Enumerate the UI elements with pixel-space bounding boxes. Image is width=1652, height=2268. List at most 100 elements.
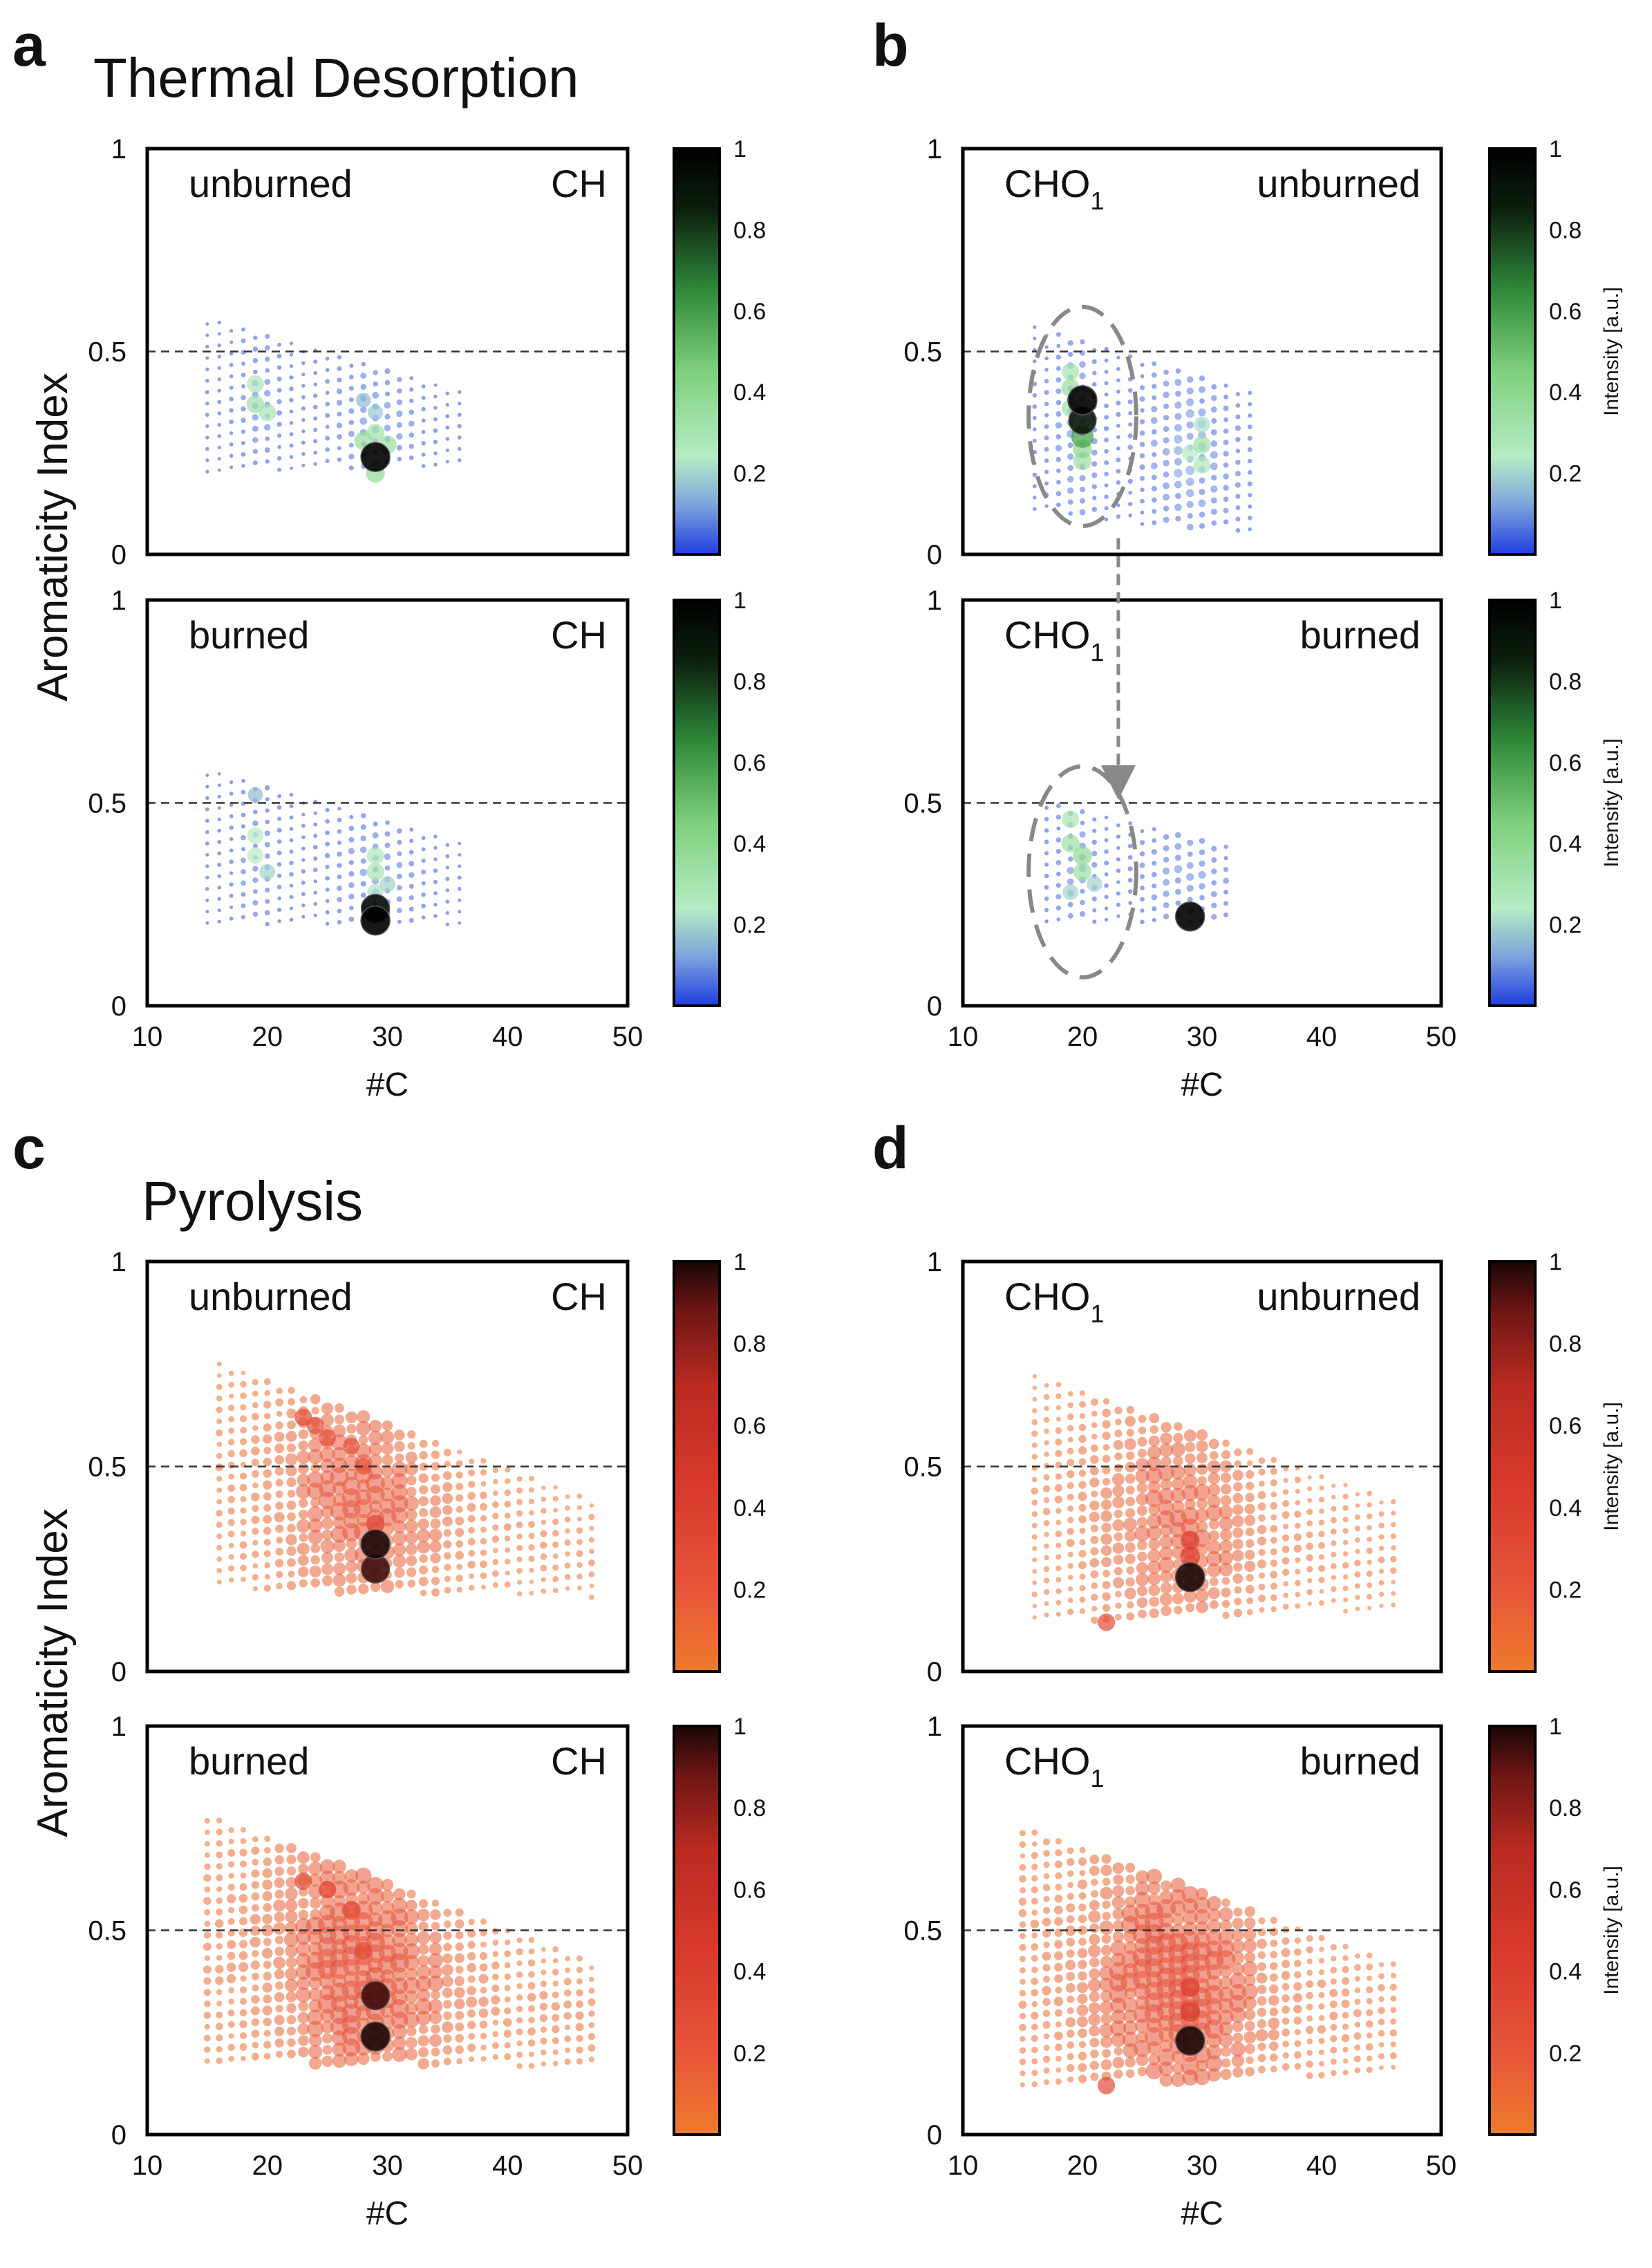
- panel-letter-c: c: [12, 1115, 46, 1181]
- data-point: [1269, 1984, 1279, 1994]
- data-point: [1031, 1977, 1039, 1985]
- data-point: [1078, 1857, 1087, 1866]
- data-point: [310, 1555, 320, 1565]
- data-point: [1306, 2038, 1313, 2045]
- data-point: [1067, 1882, 1074, 1889]
- data-point: [528, 1521, 535, 1528]
- data-point: [1229, 1994, 1247, 2013]
- data-point: [1031, 1909, 1038, 1916]
- data-point: [407, 1442, 415, 1450]
- data-point: [205, 356, 209, 360]
- data-point: [1152, 384, 1157, 389]
- data-point: [1219, 1562, 1233, 1577]
- data-point: [252, 1528, 259, 1535]
- data-point: [1159, 1443, 1173, 1457]
- data-point: [344, 1869, 359, 1883]
- hotspot-point: [342, 1901, 360, 1919]
- data-point: [1053, 1996, 1064, 2007]
- data-point: [1067, 912, 1073, 919]
- data-point: [1091, 1616, 1098, 1624]
- data-point: [404, 1531, 418, 1544]
- data-point: [336, 388, 343, 395]
- x-tick-label: 10: [948, 1022, 979, 1052]
- data-point: [1092, 382, 1097, 387]
- data-point: [1198, 499, 1206, 507]
- data-point: [1342, 1505, 1349, 1511]
- data-point: [227, 1484, 236, 1492]
- data-point: [1056, 1416, 1061, 1422]
- data-point: [576, 1967, 583, 1974]
- data-point: [1112, 1908, 1125, 1920]
- data-point: [228, 1382, 234, 1388]
- data-point: [396, 896, 402, 902]
- data-point: [1186, 398, 1194, 406]
- data-point: [1211, 914, 1217, 920]
- data-point: [295, 1987, 311, 2003]
- panel-letter-d: d: [872, 1115, 909, 1181]
- data-point: [445, 877, 450, 881]
- data-point: [1185, 1603, 1195, 1613]
- data-point: [251, 1846, 260, 1855]
- data-point: [1148, 1538, 1161, 1550]
- data-point: [1078, 1470, 1087, 1477]
- data-point: [576, 1493, 583, 1499]
- hotspot-point: [355, 1458, 372, 1475]
- data-point: [1033, 496, 1037, 500]
- data-point: [1054, 1917, 1063, 1927]
- data-point: [217, 400, 222, 404]
- data-point: [467, 1940, 476, 1949]
- data-point: [1391, 1545, 1396, 1550]
- data-point: [289, 792, 294, 797]
- data-point: [1140, 408, 1145, 413]
- data-point: [1031, 1943, 1039, 1951]
- x-tick-label: 30: [372, 1022, 403, 1052]
- data-point: [216, 1851, 223, 1859]
- data-point: [1378, 1962, 1385, 1967]
- data-point: [409, 906, 414, 912]
- data-point: [418, 1921, 429, 1931]
- data-point: [421, 870, 426, 874]
- data-point: [1199, 375, 1205, 382]
- data-point: [1042, 1906, 1051, 1915]
- data-point: [1089, 1923, 1100, 1933]
- data-point: [1054, 1905, 1063, 1915]
- colorbar-tick-label: 0.4: [733, 1959, 766, 1985]
- data-point: [229, 848, 234, 853]
- data-point: [528, 1971, 535, 1978]
- data-point: [469, 2056, 475, 2063]
- data-point: [265, 888, 270, 893]
- data-point: [276, 399, 282, 404]
- data-point: [478, 1996, 489, 2007]
- colorbar-tick-label: 0.6: [1549, 750, 1581, 776]
- data-point: [1247, 515, 1252, 521]
- data-point: [1342, 2046, 1349, 2053]
- colorbar-tick-label: 1: [1549, 588, 1562, 614]
- data-point: [1124, 1438, 1136, 1450]
- data-point: [325, 899, 330, 903]
- data-point: [1173, 1456, 1183, 1466]
- data-point: [1258, 2065, 1266, 2074]
- x-tick-label: 50: [612, 2150, 644, 2181]
- data-point: [1204, 2019, 1224, 2039]
- hotspot-point: [1174, 901, 1205, 932]
- data-point: [409, 850, 414, 855]
- data-point: [265, 334, 270, 339]
- data-point: [397, 851, 402, 856]
- y-tick-label: 1: [111, 134, 126, 165]
- data-point: [297, 1542, 310, 1555]
- data-point: [203, 2000, 211, 2007]
- data-point: [1318, 1577, 1325, 1584]
- data-point: [1247, 481, 1252, 487]
- data-point: [1031, 2012, 1039, 2020]
- data-point: [229, 340, 234, 344]
- data-point: [275, 1421, 283, 1430]
- data-point: [1172, 2050, 1185, 2063]
- data-point: [421, 406, 426, 412]
- data-point: [516, 1499, 523, 1506]
- data-point: [373, 821, 378, 827]
- data-point: [277, 919, 281, 924]
- data-point: [417, 1944, 429, 1955]
- data-point: [384, 831, 391, 837]
- data-point: [1232, 1527, 1243, 1538]
- data-point: [332, 1573, 346, 1587]
